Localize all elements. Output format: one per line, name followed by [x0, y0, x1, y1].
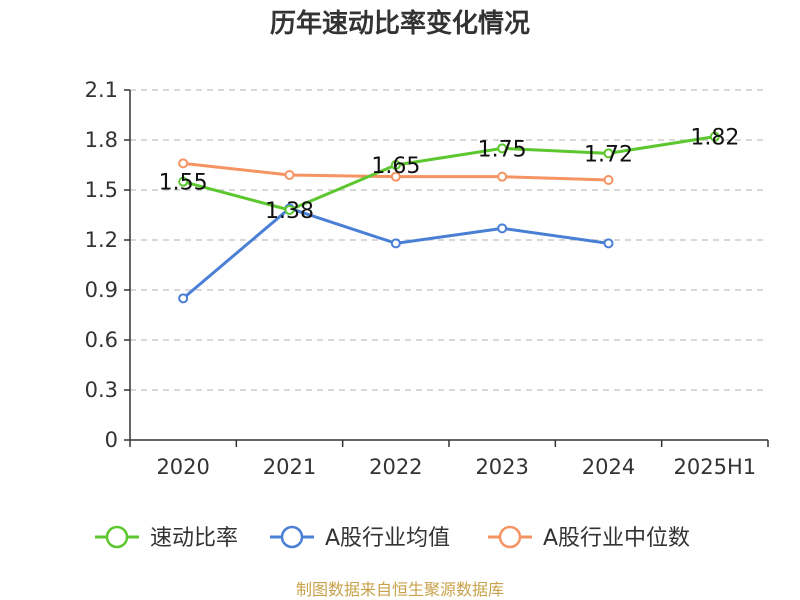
data-point[interactable] [603, 238, 614, 249]
data-point[interactable] [284, 170, 295, 180]
y-tick-label: 0.9 [85, 278, 118, 302]
y-tick-label: 0.6 [85, 328, 118, 352]
axes: 0 0.3 0.6 0.9 1.2 1.5 1.8 2.1 2020 2021 2022 2023 20… [85, 78, 769, 479]
data-label: 1.65 [371, 154, 420, 179]
y-tick-label: 2.1 [85, 78, 118, 102]
legend-marker [280, 525, 304, 549]
series-line-1 [182, 206, 609, 300]
data-point[interactable] [178, 158, 189, 169]
legend-label: 速动比率 [150, 526, 238, 551]
legend-item-0[interactable]: 速动比率 [95, 525, 238, 551]
y-tick-label: 1.8 [85, 128, 118, 152]
data-label: 1.72 [584, 142, 633, 167]
chart-title: 历年速动比率变化情况 [270, 8, 530, 39]
data-point[interactable] [603, 148, 614, 159]
data-label: 1.82 [690, 126, 739, 151]
data-labels: 1.55 1.38 1.65 1.75 1.72 1.82 [159, 126, 740, 224]
x-tick-label: 2022 [369, 455, 422, 479]
legend-item-1[interactable]: A股行业均值 [270, 525, 450, 551]
data-label: 1.38 [265, 199, 314, 224]
data-point[interactable] [178, 176, 189, 187]
grid-lines [130, 89, 768, 391]
y-tick-label: 0.3 [85, 378, 118, 402]
x-tick-label: 2020 [156, 455, 209, 479]
data-point[interactable] [497, 143, 508, 154]
data-point[interactable] [497, 171, 508, 182]
data-point[interactable] [709, 131, 720, 142]
legend: 速动比率 A股行业均值 A股行业中位数 [95, 525, 690, 551]
legend-item-2[interactable]: A股行业中位数 [488, 525, 690, 551]
x-tick-label: 2021 [263, 455, 316, 479]
data-label: 1.75 [478, 137, 527, 162]
data-point[interactable] [390, 238, 401, 249]
legend-label: A股行业中位数 [543, 526, 690, 551]
legend-label: A股行业均值 [325, 526, 450, 551]
y-tick-label: 1.5 [85, 178, 118, 202]
y-tick-label: 0 [105, 428, 118, 452]
source-note: 制图数据来自恒生聚源数据库 [296, 580, 504, 599]
series-line-0 [182, 135, 716, 212]
series-lines [178, 131, 720, 304]
data-point[interactable] [497, 223, 508, 234]
x-tick-label: 2023 [475, 455, 528, 479]
legend-marker [105, 525, 129, 549]
x-tick-label: 2024 [582, 455, 635, 479]
data-point[interactable] [390, 160, 401, 170]
x-tick-label: 2025H1 [674, 455, 757, 479]
data-point[interactable] [603, 175, 614, 185]
data-point[interactable] [284, 205, 295, 215]
y-tick-label: 1.2 [85, 228, 118, 252]
data-point[interactable] [390, 171, 401, 182]
data-label: 1.55 [159, 171, 208, 196]
data-point[interactable] [178, 293, 189, 304]
legend-marker [498, 525, 522, 549]
